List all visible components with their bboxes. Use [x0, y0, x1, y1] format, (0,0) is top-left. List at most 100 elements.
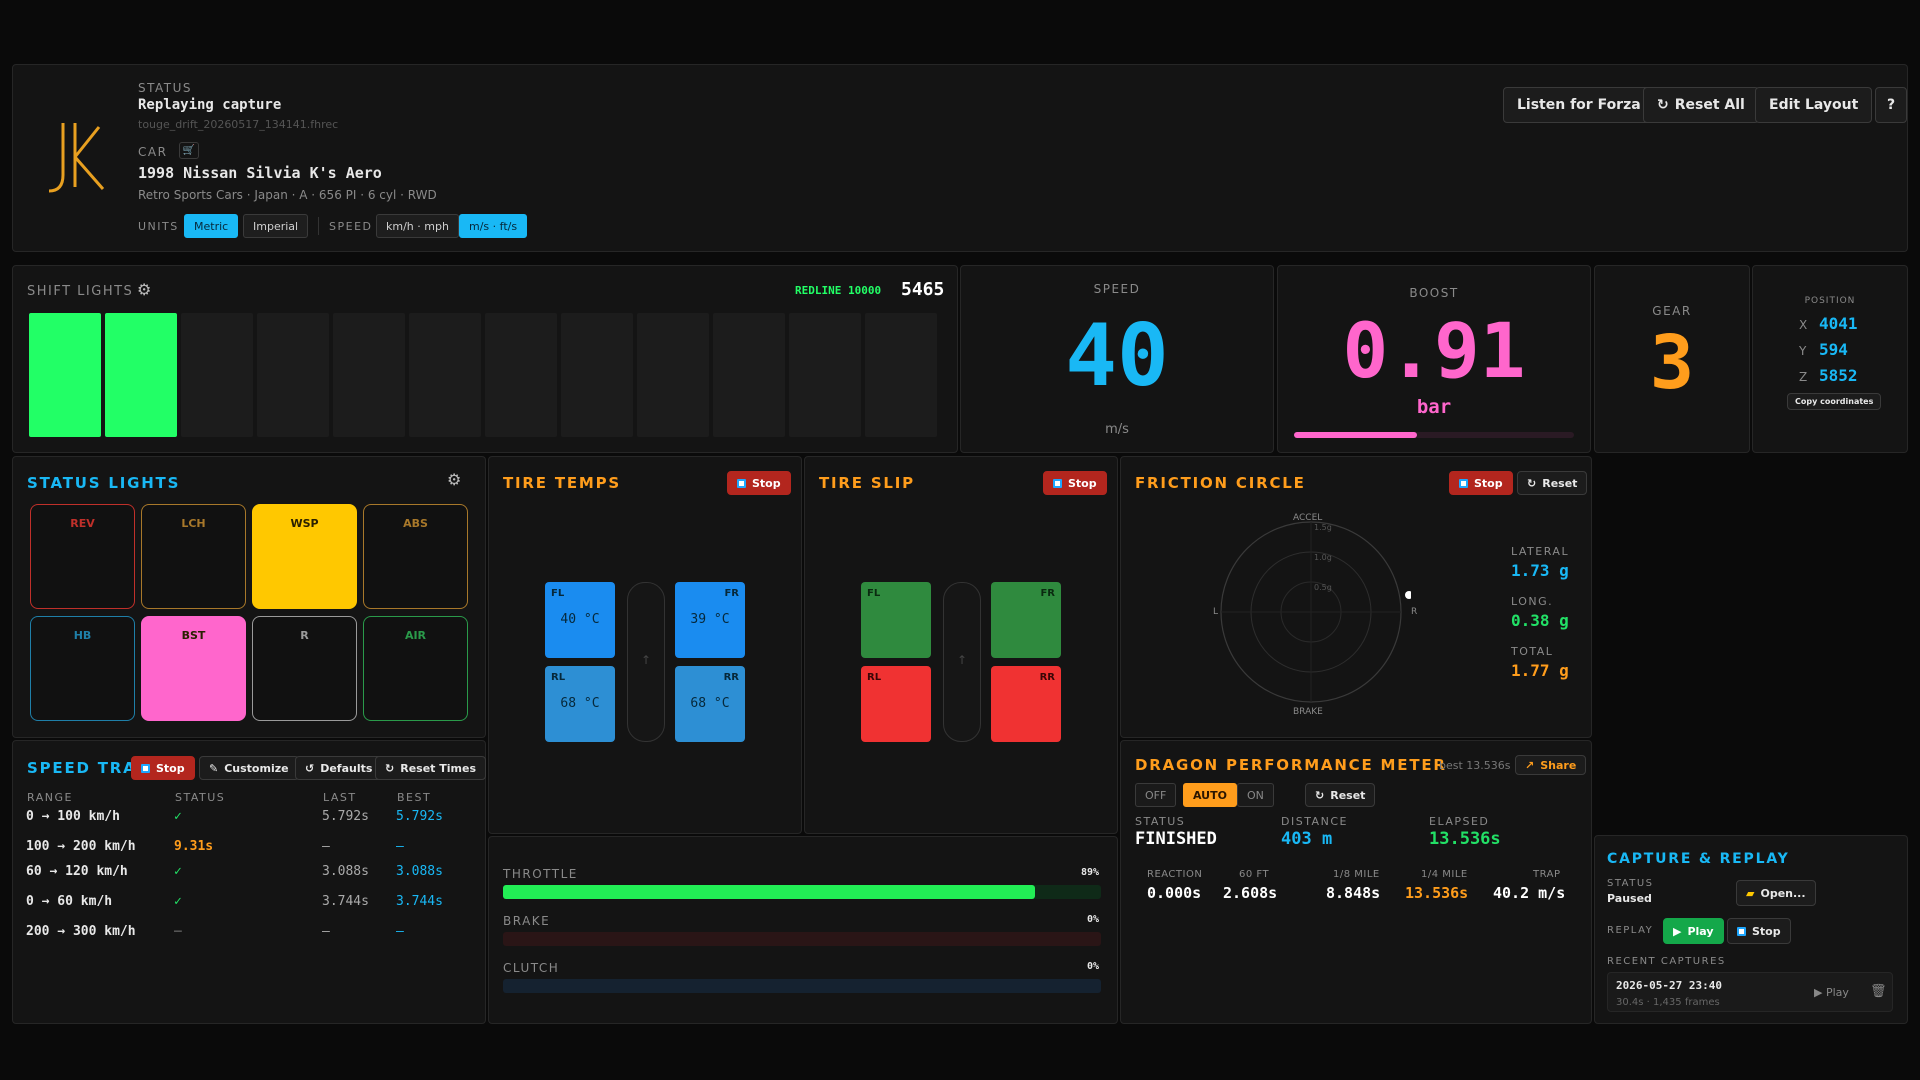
status-light-hb: HB	[30, 616, 135, 721]
shift-light-2	[105, 313, 177, 437]
capture-replay-panel: CAPTURE & REPLAY STATUS Paused ▰ Open... …	[1594, 835, 1908, 1024]
speed-unit: m/s	[1105, 422, 1129, 437]
brake-track	[503, 932, 1101, 946]
brake-label: BRAKE	[503, 914, 551, 928]
position-label: POSITION	[1804, 296, 1856, 306]
recent-capture-date: 2026-05-27 23:40	[1616, 979, 1722, 992]
defaults-button[interactable]: ↺ Defaults	[295, 756, 383, 780]
recent-capture-item[interactable]: 2026-05-27 23:40 30.4s · 1,435 frames ▶ …	[1607, 972, 1893, 1012]
tire-slip-fl: FL	[861, 582, 931, 658]
ft60-value: 2.608s	[1223, 884, 1278, 902]
friction-left-label: L	[1213, 607, 1219, 617]
tire-temps-axle: ↑	[627, 582, 665, 742]
trap-best: 3.744s	[396, 894, 443, 909]
gear-settings-icon[interactable]: ⚙	[137, 280, 152, 299]
capture-stop-button[interactable]: Stop	[1727, 918, 1791, 944]
dragon-off-button[interactable]: OFF	[1135, 783, 1177, 807]
long-value: 0.38 g	[1511, 611, 1569, 630]
refresh-icon: ↻	[1315, 788, 1325, 802]
units-imperial-button[interactable]: Imperial	[243, 214, 309, 238]
help-button[interactable]: ?	[1875, 87, 1907, 123]
position-z-label: Z	[1799, 370, 1808, 384]
brake-value: 0%	[1086, 914, 1099, 925]
status-lights-settings-icon[interactable]: ⚙	[447, 470, 462, 489]
trap-last: 5.792s	[322, 809, 369, 824]
throttle-track	[503, 885, 1101, 899]
car-cart-icon[interactable]: 🛒	[179, 142, 199, 159]
status-light-wsp: WSP	[252, 504, 357, 609]
status-light-rev: REV	[30, 504, 135, 609]
throttle-fill	[503, 885, 1036, 899]
lateral-label: LATERAL	[1511, 545, 1570, 558]
shift-light-7	[485, 313, 557, 437]
speed-ms-button[interactable]: m/s · ft/s	[459, 214, 528, 238]
tire-slip-rr: RR	[991, 666, 1061, 742]
ring-1-0g: 1.0g	[1314, 553, 1332, 562]
tire-temps-stop-button[interactable]: Stop	[727, 471, 791, 495]
capture-file-name: touge_drift_20260517_134141.fhrec	[138, 118, 339, 131]
friction-accel-label: ACCEL	[1293, 513, 1323, 523]
car-details: Retro Sports Cars · Japan · A · 656 PI ·…	[138, 188, 437, 202]
edit-layout-button[interactable]: Edit Layout	[1755, 87, 1873, 123]
boost-value: 0.91	[1342, 306, 1526, 395]
dragon-on-button[interactable]: ON	[1237, 783, 1274, 807]
reset-all-label: Reset All	[1674, 97, 1745, 113]
trap-best: –	[396, 924, 404, 939]
speed-kmh-button[interactable]: km/h · mph	[376, 214, 459, 238]
shift-light-10	[713, 313, 785, 437]
tire-slip-stop-button[interactable]: Stop	[1043, 471, 1107, 495]
status-label: STATUS	[138, 81, 193, 95]
units-metric-button[interactable]: Metric	[184, 214, 239, 238]
shift-light-5	[333, 313, 405, 437]
friction-stop-label: Stop	[1474, 476, 1503, 490]
trap-best: 5.792s	[396, 809, 443, 824]
friction-reset-button[interactable]: ↻ Reset	[1517, 471, 1588, 495]
boost-panel: BOOST 0.91 bar	[1277, 265, 1591, 453]
car-label: CAR	[138, 145, 168, 159]
quarter-label: 1/4 MILE	[1421, 869, 1468, 880]
gear-label: GEAR	[1652, 304, 1692, 318]
header-panel: STATUS Replaying capture touge_drift_202…	[12, 64, 1908, 252]
reset-all-button[interactable]: ↻ Reset All	[1643, 87, 1759, 123]
folder-icon: ▰	[1746, 886, 1755, 900]
boost-bar-fill	[1294, 432, 1418, 438]
friction-reset-label: Reset	[1542, 476, 1578, 490]
recent-capture-meta: 30.4s · 1,435 frames	[1616, 997, 1720, 1008]
dragon-auto-button[interactable]: AUTO	[1183, 783, 1237, 807]
redline-label: REDLINE 10000	[795, 284, 882, 297]
position-x-label: X	[1799, 318, 1808, 332]
boost-label: BOOST	[1409, 286, 1459, 300]
trap-last: 3.088s	[322, 864, 369, 879]
customize-button[interactable]: ✎ Customize	[199, 756, 299, 780]
pencil-icon: ✎	[209, 761, 219, 775]
shift-light-1	[29, 313, 101, 437]
tire-slip-fr: FR	[991, 582, 1061, 658]
status-light-r: R	[252, 616, 357, 721]
defaults-label: Defaults	[320, 761, 373, 775]
reaction-label: REACTION	[1147, 869, 1203, 880]
trap-status: –	[174, 924, 182, 939]
stop-icon	[737, 478, 746, 488]
trap-range: 0 → 60 km/h	[26, 894, 113, 909]
status-light-air: AIR	[363, 616, 468, 721]
arrow-up-icon: ↑	[956, 653, 968, 667]
position-x-value: 4041	[1819, 314, 1858, 333]
recent-play-button[interactable]: ▶ Play	[1814, 986, 1849, 999]
dragon-best: best 13.536s	[1439, 759, 1511, 772]
tire-slip-panel: TIRE SLIP Stop FL FR RL RR ↑	[804, 456, 1118, 834]
trap-range: 100 → 200 km/h	[26, 839, 136, 854]
reset-times-button[interactable]: ↻ Reset Times	[375, 756, 486, 780]
share-icon: ↗	[1525, 758, 1535, 772]
copy-coordinates-button[interactable]: Copy coordinates	[1787, 393, 1882, 410]
friction-circle-title: FRICTION CIRCLE	[1135, 474, 1306, 492]
trash-icon[interactable]: 🗑	[1870, 984, 1887, 999]
open-capture-button[interactable]: ▰ Open...	[1736, 880, 1816, 906]
friction-stop-button[interactable]: Stop	[1449, 471, 1513, 495]
refresh-icon: ↻	[1527, 476, 1537, 490]
dragon-share-button[interactable]: ↗ Share	[1515, 755, 1587, 775]
speed-trap-stop-button[interactable]: Stop	[131, 756, 195, 780]
replay-label: REPLAY	[1607, 925, 1654, 936]
dragon-reset-button[interactable]: ↻ Reset	[1305, 783, 1376, 807]
listen-forza-button[interactable]: Listen for Forza	[1503, 87, 1655, 123]
play-button[interactable]: ▶ Play	[1663, 918, 1724, 944]
